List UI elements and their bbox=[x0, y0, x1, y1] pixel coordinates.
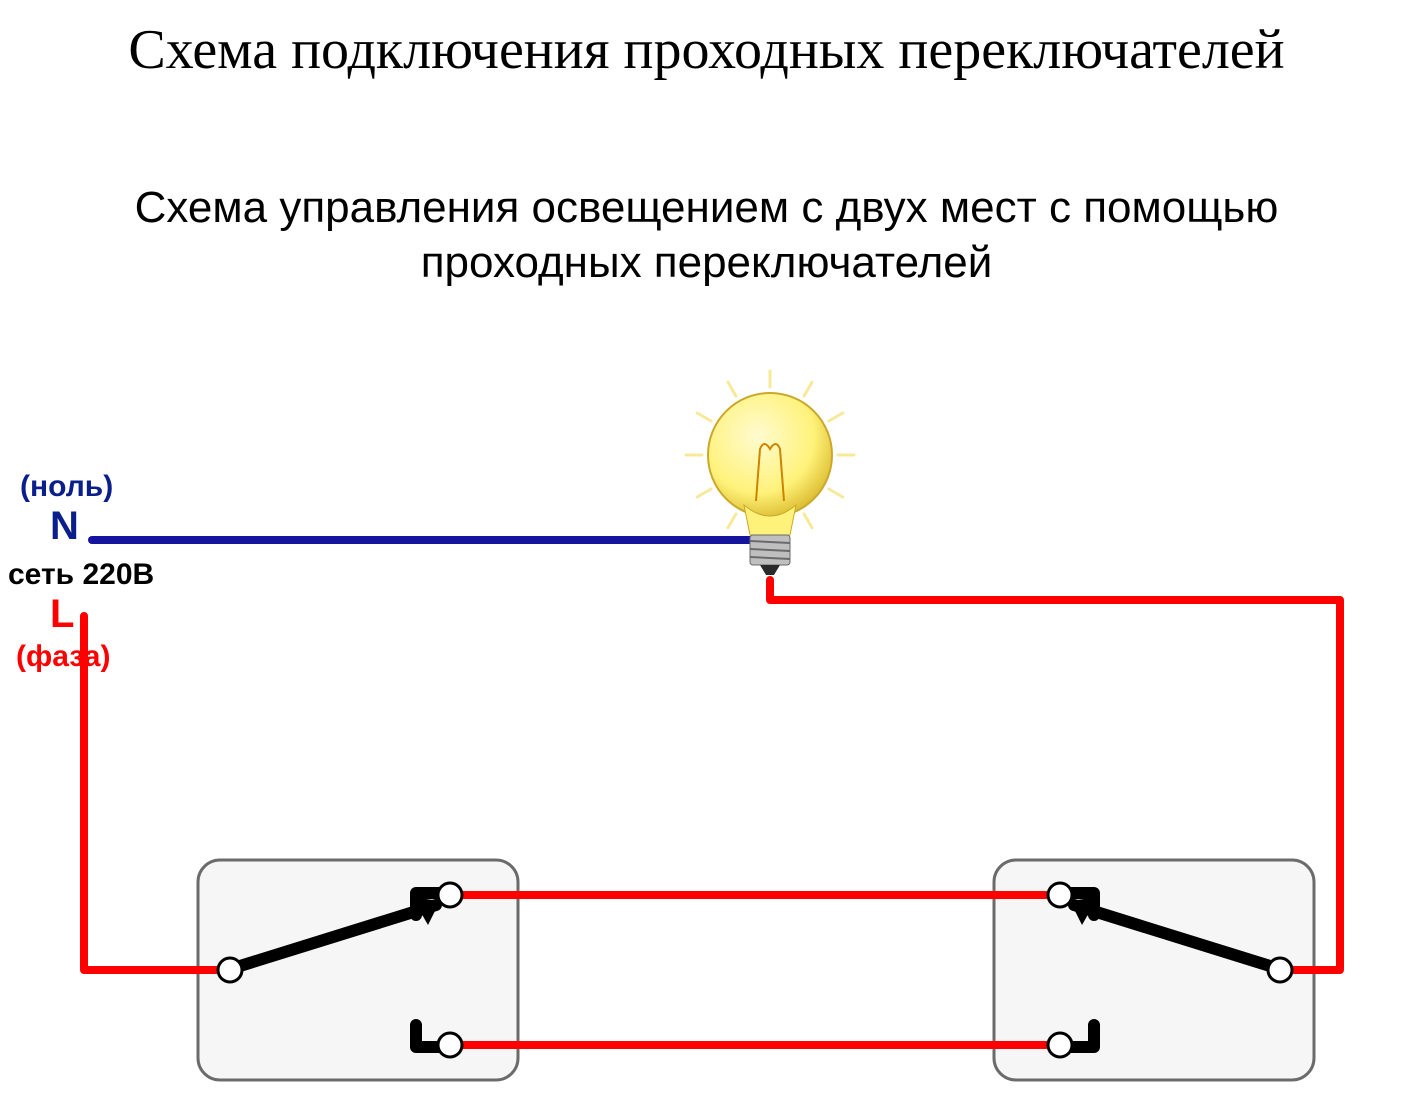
wiring-diagram bbox=[0, 0, 1413, 1116]
diagram-page: Схема подключения проходных переключател… bbox=[0, 0, 1413, 1116]
